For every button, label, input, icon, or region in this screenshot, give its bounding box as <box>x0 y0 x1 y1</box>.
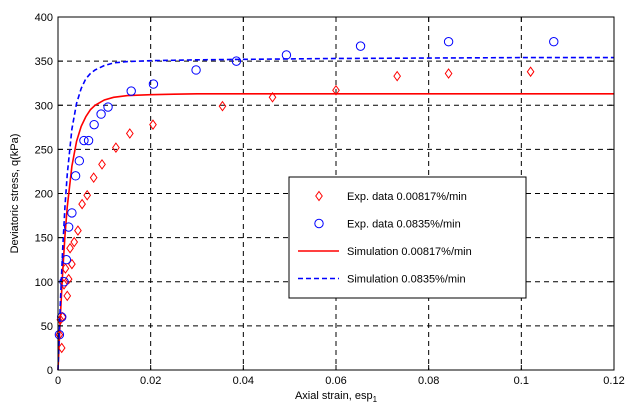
data-point <box>78 198 86 210</box>
data-point <box>83 135 94 146</box>
legend: Exp. data 0.00817%/min Exp. data 0.0835%/… <box>288 176 527 299</box>
data-point <box>443 37 454 47</box>
data-point <box>393 70 402 82</box>
y-tick-label: 300 <box>35 100 53 112</box>
x-tick-label: 0.02 <box>140 375 161 387</box>
y-tick-label: 250 <box>35 144 53 156</box>
data-point <box>63 290 72 302</box>
y-tick-label: 50 <box>41 321 53 333</box>
data-point <box>268 91 277 103</box>
data-point <box>89 172 98 183</box>
y-tick-label: 400 <box>35 12 53 24</box>
data-point <box>61 254 72 265</box>
y-tick-label: 100 <box>35 277 53 289</box>
data-point <box>61 263 70 274</box>
data-point <box>112 142 120 153</box>
data-point <box>74 225 82 236</box>
legend-entry-simulation-0-00817-min: Simulation 0.00817%/min <box>298 246 472 258</box>
data-point <box>89 119 99 130</box>
legend-label: Exp. data 0.0835%/min <box>347 219 461 231</box>
y-tick-label: 350 <box>35 56 53 68</box>
x-tick-labels: 0 0.02 0.04 0.06 0.08 0.1 0.12 <box>55 375 625 387</box>
axis-ticks <box>57 16 615 371</box>
data-point <box>67 208 77 218</box>
legend-label: Exp. data 0.00817%/min <box>347 191 467 203</box>
data-point <box>549 37 559 47</box>
data-point <box>74 156 85 166</box>
y-axis-label: Deviatoric stress, q(kPa) <box>9 134 21 254</box>
data-point <box>149 119 157 131</box>
data-point <box>218 100 227 112</box>
legend-label: Simulation 0.00817%/min <box>347 246 472 258</box>
data-point <box>126 86 136 96</box>
x-axis-label-subscript: 1 <box>373 395 378 404</box>
data-point <box>70 236 79 248</box>
data-point <box>79 135 89 146</box>
data-point <box>98 159 106 170</box>
data-point <box>526 66 535 78</box>
data-point <box>281 50 292 60</box>
data-point <box>103 102 113 112</box>
y-tick-label: 0 <box>47 365 53 377</box>
legend-swatch <box>315 190 323 202</box>
data-point <box>66 242 74 254</box>
data-point <box>64 273 73 285</box>
series-line <box>57 92 614 371</box>
legend-swatch <box>314 218 324 229</box>
data-point <box>231 56 242 66</box>
series-exp-data-0-0835-min <box>54 37 559 340</box>
y-tick-label: 150 <box>35 233 53 245</box>
data-point <box>191 65 201 75</box>
x-tick-label: 0 <box>55 375 61 387</box>
legend-box <box>288 176 527 299</box>
series-simulation-0-0835-min <box>57 56 614 371</box>
data-point <box>70 171 81 181</box>
series-line <box>57 56 614 371</box>
data-point <box>60 279 68 290</box>
data-point <box>355 41 366 51</box>
x-tick-label: 0.12 <box>603 375 624 387</box>
data-point <box>125 128 134 139</box>
data-point <box>57 342 66 354</box>
x-tick-label: 0.04 <box>233 375 254 387</box>
legend-items: Exp. data 0.00817%/min Exp. data 0.0835%/… <box>298 190 472 286</box>
legend-entry-exp-data-0-00817-min: Exp. data 0.00817%/min <box>315 190 467 203</box>
data-point <box>332 84 340 96</box>
y-tick-label: 200 <box>35 189 53 201</box>
x-tick-label: 0.1 <box>514 375 529 387</box>
series-simulation-0-00817-min <box>57 92 614 371</box>
x-tick-label: 0.06 <box>325 375 346 387</box>
legend-label: Simulation 0.0835%/min <box>347 274 466 286</box>
data-point <box>96 109 106 119</box>
y-tick-labels: 0 50 100 150 200 250 300 350 400 <box>35 12 53 377</box>
legend-entry-exp-data-0-0835-min: Exp. data 0.0835%/min <box>314 218 461 231</box>
data-point <box>148 79 159 89</box>
data-point <box>63 222 74 232</box>
data-point <box>54 330 65 340</box>
data-point <box>444 68 453 79</box>
x-axis-label: Axial strain, esp1 <box>295 390 378 404</box>
x-tick-label: 0.08 <box>418 375 439 387</box>
data-point <box>83 189 92 201</box>
legend-entry-simulation-0-0835-min: Simulation 0.0835%/min <box>298 274 466 286</box>
